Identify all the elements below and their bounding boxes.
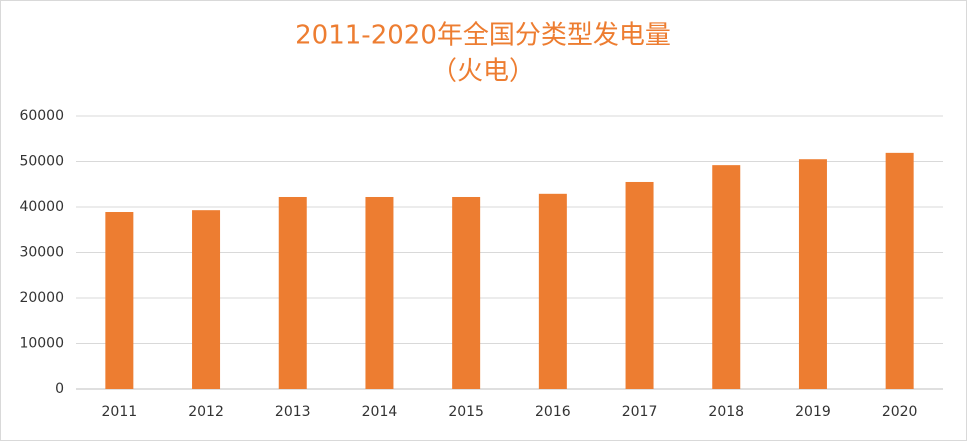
bar [365, 196, 394, 389]
bar [192, 210, 221, 389]
x-tick-label: 2014 [362, 404, 398, 420]
bar [885, 152, 914, 389]
y-tick-label: 30000 [19, 245, 64, 261]
x-tick-label: 2019 [795, 404, 831, 420]
x-tick-label: 2013 [275, 404, 311, 420]
x-tick-label: 2012 [188, 404, 224, 420]
x-tick-label: 2016 [535, 404, 571, 420]
y-tick-label: 50000 [19, 154, 64, 170]
x-tick-label: 2018 [708, 404, 744, 420]
bar [278, 196, 307, 389]
chart-subtitle: （火电） [431, 57, 535, 87]
bar [538, 193, 567, 389]
x-tick-label: 2011 [102, 404, 138, 420]
bar [798, 159, 827, 389]
bar [452, 196, 481, 389]
y-tick-label: 20000 [19, 290, 64, 306]
x-tick-label: 2015 [448, 404, 484, 420]
y-tick-label: 60000 [19, 108, 64, 124]
chart-title: 2011-2020年全国分类型发电量 [295, 21, 671, 51]
bar [105, 212, 134, 389]
x-tick-label: 2017 [622, 404, 658, 420]
bar [625, 181, 654, 389]
y-tick-label: 10000 [19, 336, 64, 352]
x-tick-label: 2020 [882, 404, 918, 420]
bar [712, 165, 741, 389]
y-tick-label: 40000 [19, 199, 64, 215]
y-tick-label: 0 [55, 381, 64, 397]
